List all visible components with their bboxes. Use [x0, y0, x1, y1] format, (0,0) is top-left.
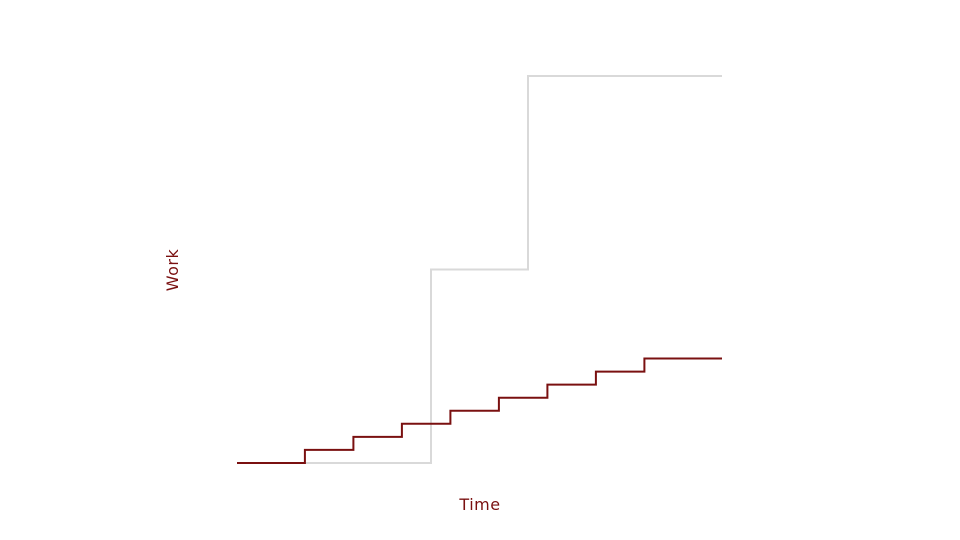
x-axis-label: Time	[458, 495, 500, 514]
plot-area	[237, 75, 722, 464]
series-1-line	[237, 75, 722, 464]
series-2-line	[237, 357, 722, 464]
y-axis-label: Work	[163, 249, 182, 292]
